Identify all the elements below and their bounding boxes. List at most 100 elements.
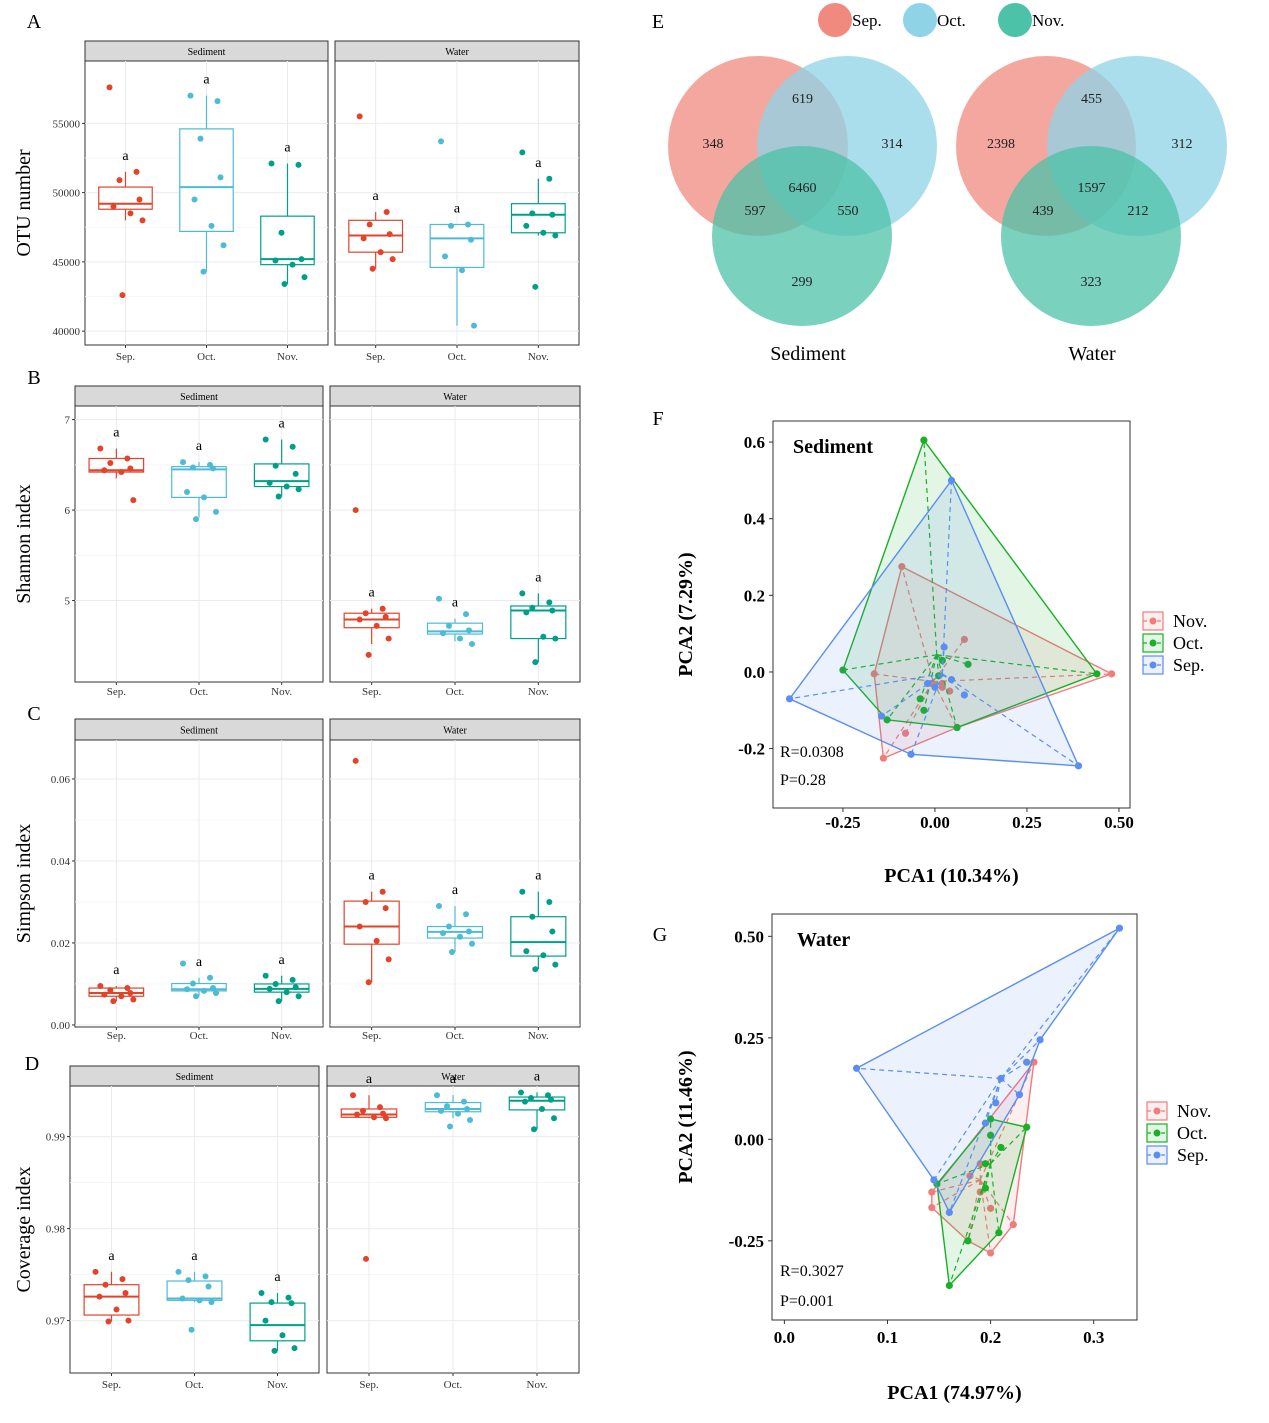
box-nov: a (508, 1069, 566, 1133)
data-point (201, 494, 207, 501)
data-point (352, 757, 359, 764)
data-point (289, 443, 296, 450)
data-point (986, 1131, 995, 1139)
spoke-line (941, 673, 1079, 767)
data-point (385, 635, 392, 642)
data-point (532, 966, 539, 973)
box-iqr (343, 900, 400, 945)
data-point (549, 928, 556, 935)
data-point (356, 616, 363, 623)
panel-F: F -0.25 0.00 0.25 0.50 -0.2 0.0 0.2 0.4 0.6 PCA1 (… (652, 408, 1207, 887)
legend-label: Nov. (1032, 11, 1064, 30)
data-point (879, 754, 888, 762)
data-point (373, 622, 380, 629)
significance-label: a (196, 439, 203, 454)
legend: Nov.Oct.Sep. (1146, 1101, 1211, 1165)
significance-label: a (108, 1249, 115, 1264)
x-tick-label: Nov. (528, 1030, 549, 1042)
data-point (540, 952, 547, 959)
data-point (386, 231, 393, 238)
box-iqr (260, 215, 315, 266)
data-point (528, 1094, 534, 1101)
spoke-line (927, 673, 943, 684)
hull-polygon (842, 438, 1098, 729)
y-tick-label: 50000 (53, 188, 81, 200)
data-point (383, 209, 390, 216)
data-point (549, 211, 556, 218)
box-iqr (83, 1284, 140, 1316)
y-tick-label: 5 (65, 596, 71, 608)
y-tick-label: 40000 (53, 326, 81, 338)
data-point (208, 222, 215, 229)
box-nov: a (510, 869, 567, 973)
data-point (522, 1098, 528, 1105)
data-point (97, 983, 104, 989)
data-point (214, 98, 221, 105)
data-point (468, 236, 474, 243)
legend: Nov.Oct.Sep. (1142, 611, 1207, 675)
data-point (369, 265, 376, 272)
data-point (107, 987, 114, 994)
venn-count-only-nov: 299 (792, 275, 813, 290)
data-point (981, 1160, 990, 1168)
venn-water: 2398 312 323 455 439 212 1597 Water (956, 56, 1227, 365)
venn-count-only-sep: 348 (703, 137, 724, 152)
y-tick-label: 0.00 (51, 1020, 71, 1032)
data-point (184, 986, 190, 993)
data-point (193, 993, 199, 1000)
data-point (301, 274, 308, 281)
data-point (373, 937, 380, 944)
x-tick-label: Sep. (107, 686, 127, 698)
facet-sediment: Sediment a Sep. a Oct. a Nov. (69, 1065, 320, 1391)
data-point (179, 1295, 186, 1302)
data-point (436, 903, 442, 910)
data-point (124, 455, 131, 462)
box-iqr (508, 1096, 566, 1111)
data-point (356, 113, 363, 120)
y-tick-label: 55000 (53, 118, 81, 130)
panel-A: A OTU number Sediment a Sep. a Oct. a Nov. Water a… (13, 11, 580, 363)
data-point (519, 149, 526, 156)
spoke-line (901, 566, 934, 682)
data-point (546, 898, 553, 905)
facet-strip-label: Water (445, 47, 469, 58)
legend-swatch-nov (998, 3, 1032, 37)
box-sep: a (343, 757, 400, 986)
data-point (272, 257, 279, 264)
spoke-line (990, 1147, 1002, 1165)
data-point (447, 1123, 453, 1130)
venn-count-only-sep: 2398 (987, 137, 1015, 152)
data-point (1036, 1036, 1044, 1044)
data-point (365, 979, 372, 986)
data-point (960, 691, 968, 699)
x-tick-label: Oct. (190, 1030, 209, 1042)
data-point (986, 1204, 995, 1212)
stat-label: R=0.3027 (780, 1263, 844, 1280)
data-point (295, 161, 302, 168)
data-point (916, 695, 924, 703)
x-tick-label: Oct. (448, 351, 467, 363)
data-point (548, 1096, 554, 1103)
data-point (289, 976, 296, 983)
data-point (110, 203, 117, 210)
data-point (532, 659, 539, 666)
data-point (107, 460, 114, 467)
data-point (379, 605, 386, 612)
data-point (110, 998, 117, 1005)
data-point (532, 283, 539, 290)
data-point (1107, 670, 1116, 678)
x-tick-label: Oct. (185, 1379, 204, 1391)
data-point (976, 1160, 984, 1168)
data-point (986, 1115, 995, 1123)
series-sep (852, 924, 1124, 1217)
data-point (291, 1345, 298, 1352)
data-point (124, 985, 131, 992)
data-point (118, 993, 125, 1000)
stat-label: P=0.28 (780, 772, 826, 789)
legend-key-point (1153, 1107, 1161, 1115)
significance-label: a (196, 955, 203, 970)
y-tick-label: 45000 (53, 257, 81, 269)
legend-key-point (1153, 1129, 1161, 1137)
